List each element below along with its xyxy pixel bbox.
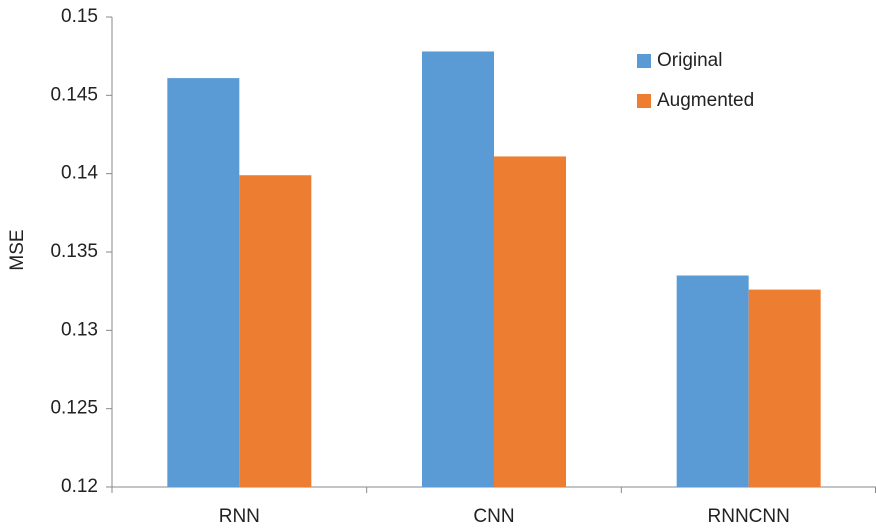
x-tick-label: RNNCNN (708, 506, 790, 527)
bar (167, 78, 240, 487)
y-tick-label: 0.135 (50, 241, 98, 262)
legend-label: Augmented (657, 90, 754, 111)
y-tick-label: 0.12 (61, 476, 98, 497)
y-tick-label: 0.13 (61, 319, 98, 340)
legend-swatch (637, 54, 651, 68)
x-tick-label: RNN (219, 506, 260, 527)
bar (748, 289, 821, 487)
bar (239, 175, 312, 487)
legend-label: Original (657, 50, 722, 71)
y-tick-label: 0.14 (61, 163, 98, 184)
bar (676, 275, 749, 487)
y-tick-label: 0.125 (50, 398, 98, 419)
x-tick-label: CNN (473, 506, 514, 527)
y-axis-label: MSE (7, 229, 28, 270)
y-tick-label: 0.145 (50, 84, 98, 105)
bar (422, 51, 494, 487)
bar (494, 156, 566, 487)
y-tick-label: 0.15 (61, 6, 98, 27)
legend-swatch (637, 94, 651, 108)
